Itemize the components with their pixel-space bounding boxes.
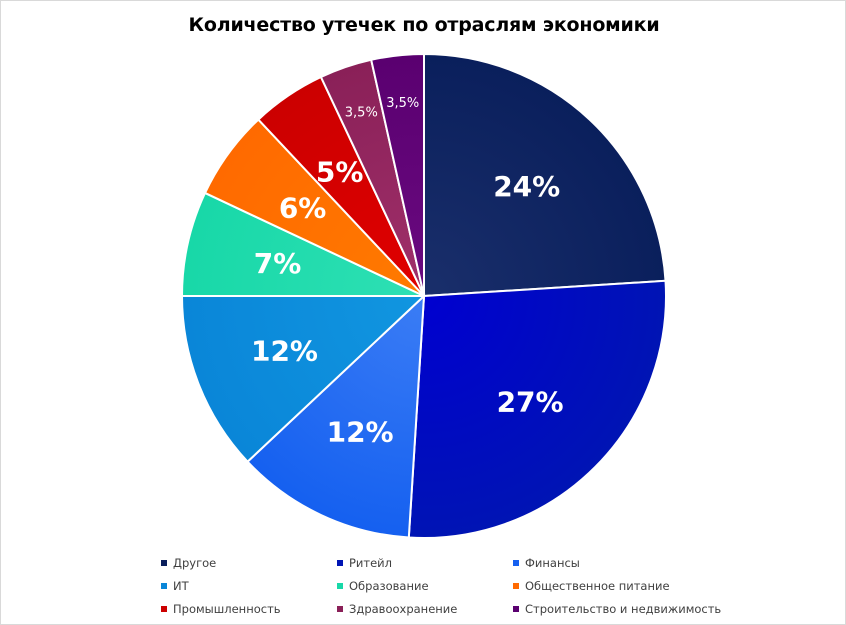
legend-item: Промышленность xyxy=(161,602,337,616)
slice-label: 27% xyxy=(497,386,564,419)
pie-slice xyxy=(246,293,426,539)
legend-label: Образование xyxy=(349,579,429,593)
pie-slice xyxy=(370,52,425,297)
legend-item: Другое xyxy=(161,556,337,570)
slice-label: 3,5% xyxy=(345,105,378,120)
pie-slice xyxy=(407,279,667,539)
legend-swatch xyxy=(161,606,167,612)
slice-label: 3,5% xyxy=(386,96,419,111)
legend-swatch xyxy=(161,583,167,589)
legend-swatch xyxy=(337,560,343,566)
pie-slice xyxy=(180,295,427,464)
legend-label: Финансы xyxy=(525,556,580,570)
slice-label: 7% xyxy=(254,247,302,280)
legend-swatch xyxy=(337,583,343,589)
chart-legend: Другое Ритейл Финансы ИТ Образование Обществе… xyxy=(161,556,781,616)
pie-slice xyxy=(423,52,667,298)
legend-item: ИТ xyxy=(161,579,337,593)
legend-item: Финансы xyxy=(513,556,743,570)
legend-item: Здравоохранение xyxy=(337,602,513,616)
legend-item: Строительство и недвижимость xyxy=(513,602,743,616)
slice-label: 5% xyxy=(316,155,364,188)
legend-item: Образование xyxy=(337,579,513,593)
legend-item: Ритейл xyxy=(337,556,513,570)
legend-label: Здравоохранение xyxy=(349,602,458,616)
chart-title: Количество утечек по отраслям экономики xyxy=(188,14,660,36)
pie-slice xyxy=(180,191,425,297)
slice-label: 24% xyxy=(493,170,560,203)
legend-label: ИТ xyxy=(173,579,189,593)
legend-label: Другое xyxy=(173,556,217,570)
legend-swatch xyxy=(513,606,519,612)
legend-swatch xyxy=(337,606,343,612)
slice-label: 12% xyxy=(251,335,318,368)
legend-label: Общественное питание xyxy=(525,579,670,593)
legend-item: Общественное питание xyxy=(513,579,743,593)
legend-label: Промышленность xyxy=(173,602,281,616)
slice-label: 6% xyxy=(279,191,327,224)
legend-swatch xyxy=(513,560,519,566)
legend-swatch xyxy=(513,583,519,589)
pie-chart: 24% 27% 12% 12% 7% 6%5% 3,5% 3,5% xyxy=(180,52,667,539)
legend-label: Строительство и недвижимость xyxy=(525,602,722,616)
legend-swatch xyxy=(161,560,167,566)
slice-label: 12% xyxy=(327,415,394,448)
legend-label: Ритейл xyxy=(349,556,393,570)
